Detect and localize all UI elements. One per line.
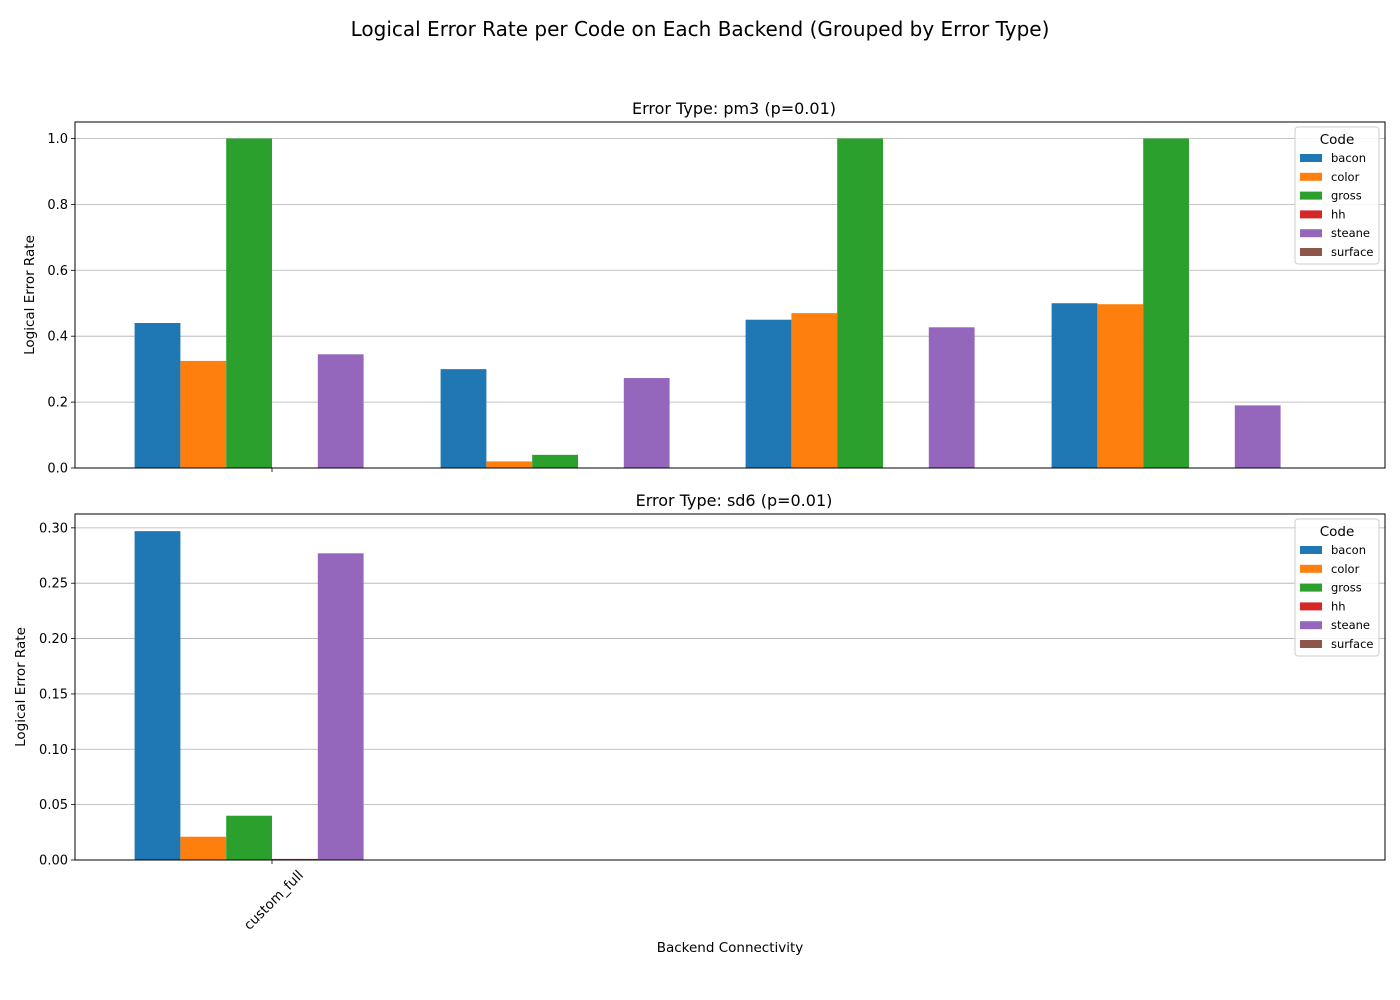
legend-label-gross: gross [1331,189,1362,203]
bar-bacon-3 [745,319,792,468]
bar-steane-2 [623,378,670,468]
y-tick-label: 0.6 [47,264,68,279]
bar-bacon-1 [134,323,181,468]
axes-frame [74,513,1386,861]
subplot-title: Error Type: pm3 (p=0.01) [632,99,836,118]
legend-swatch-bacon [1300,154,1322,162]
legend-label-steane: steane [1331,618,1370,632]
bar-gross-1 [226,815,272,860]
legend-label-surface: surface [1331,245,1374,259]
legend-label-bacon: bacon [1331,151,1366,165]
legend-label-hh: hh [1331,599,1346,613]
legend-swatch-color [1300,564,1322,573]
bar-color-2 [486,461,533,468]
y-tick-label: 0.25 [39,577,68,592]
legend-swatch-gross [1300,191,1322,200]
legend-label-color: color [1331,170,1360,184]
bar-bacon-2 [440,369,487,468]
bar-steane-3 [928,327,975,468]
subplot-1: 0.0 0.2 0.4 0.6 0.8 1.0 Error Type: pm3 (p=0.0… [22,99,1386,477]
bar-steane-4 [1234,405,1281,468]
legend-swatch-steane [1300,621,1322,630]
legend: Code bacon color gross hh steane surface [1294,518,1380,657]
y-tick-label: 0.20 [39,632,68,647]
y-tick-label: 1.0 [47,132,68,147]
legend-swatch-hh [1300,210,1322,219]
figure-title: Logical Error Rate per Code on Each Back… [351,17,1050,41]
y-tick-label: 0.0 [47,462,68,477]
bar-gross-2 [532,454,578,468]
bar-gross-4 [1143,138,1189,468]
y-tick-label: 0.4 [47,330,68,345]
legend-label-bacon: bacon [1331,543,1366,557]
y-axis-label: Logical Error Rate [22,235,38,355]
legend-label-surface: surface [1331,637,1374,651]
y-tick-label: 0.00 [39,854,68,869]
bar-hh-1 [272,858,318,860]
legend-swatch-bacon [1300,546,1322,554]
y-axis-label: Logical Error Rate [13,627,29,747]
bar-bacon-4 [1051,303,1098,468]
y-tick-label: 0.2 [47,396,68,411]
legend-swatch-hh [1300,602,1322,611]
legend-title: Code [1320,524,1355,540]
bar-gross-3 [837,138,883,468]
bar-bacon-1 [134,531,181,860]
x-axis-label: Backend Connectivity [657,940,804,956]
legend-swatch-surface [1300,248,1322,256]
bar-gross-1 [226,138,272,468]
legend-label-steane: steane [1331,226,1370,240]
legend-swatch-color [1300,172,1322,181]
subplot-title: Error Type: sd6 (p=0.01) [636,491,833,510]
axes-frame [74,121,1386,469]
y-tick-label: 0.05 [39,798,68,813]
bar-steane-1 [317,354,364,468]
y-tick-label: 0.30 [39,521,68,536]
subplots: 0.0 0.2 0.4 0.6 0.8 1.0 Error Type: pm3 (p=0.0… [13,99,1386,934]
bar-color-4 [1097,304,1144,468]
bar-color-1 [180,360,227,468]
legend-label-color: color [1331,562,1360,576]
y-tick-label: 0.15 [39,687,68,702]
legend-label-hh: hh [1331,207,1346,221]
bar-color-3 [791,313,838,468]
bar-steane-1 [317,553,364,860]
legend-title: Code [1320,132,1355,148]
legend-label-gross: gross [1331,581,1362,595]
x-tick-label: custom_full [241,868,307,934]
legend-swatch-steane [1300,229,1322,238]
bar-color-1 [180,836,227,860]
y-tick-label: 0.8 [47,198,68,213]
subplot-2: 0.00 0.05 0.10 0.15 0.20 0.25 0.30 custom_full E… [13,491,1386,934]
y-tick-label: 0.10 [39,743,68,758]
legend: Code bacon color gross hh steane surface [1294,126,1380,265]
legend-swatch-gross [1300,583,1322,592]
legend-swatch-surface [1300,640,1322,648]
